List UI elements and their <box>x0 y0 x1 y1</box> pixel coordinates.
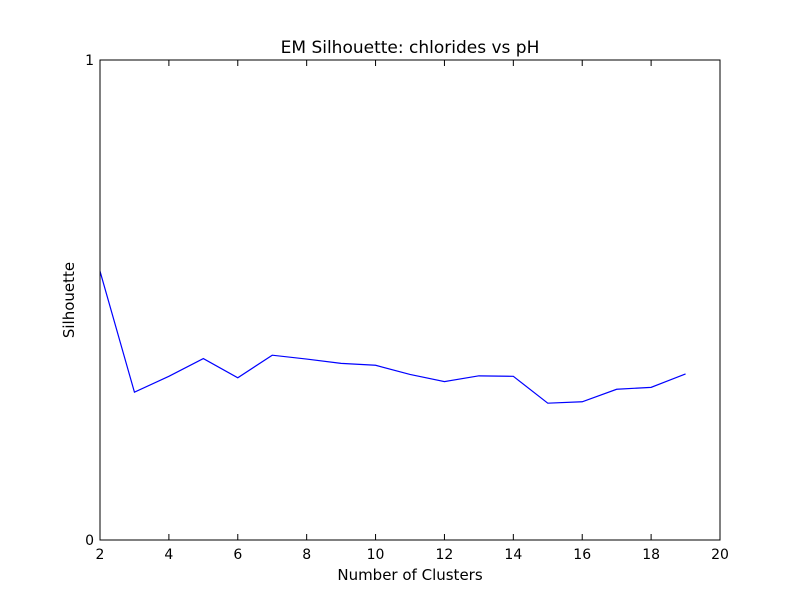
y-axis-label: Silhouette <box>60 262 78 338</box>
chart-title: EM Silhouette: chlorides vs pH <box>281 38 540 58</box>
y-tick-label-1: 1 <box>85 53 94 69</box>
x-tick-label-10: 10 <box>367 547 385 563</box>
x-tick-label-8: 8 <box>302 547 311 563</box>
x-tick-label-12: 12 <box>436 547 454 563</box>
x-tick-label-16: 16 <box>573 547 591 563</box>
x-tick-label-2: 2 <box>96 547 105 563</box>
series-line-0 <box>99 271 686 404</box>
plot-area-frame <box>99 59 721 541</box>
tick-label-layer: 2 4 6 8 10 12 14 16 18 20 0 1 <box>85 53 729 563</box>
x-tick-label-18: 18 <box>642 547 660 563</box>
x-axis-label: Number of Clusters <box>337 566 482 584</box>
y-tick-label-0: 0 <box>85 533 94 549</box>
x-tick-label-4: 4 <box>164 547 173 563</box>
x-tick-label-20: 20 <box>711 547 729 563</box>
series-layer <box>99 271 686 404</box>
x-tick-label-6: 6 <box>233 547 242 563</box>
x-tick-label-14: 14 <box>504 547 522 563</box>
